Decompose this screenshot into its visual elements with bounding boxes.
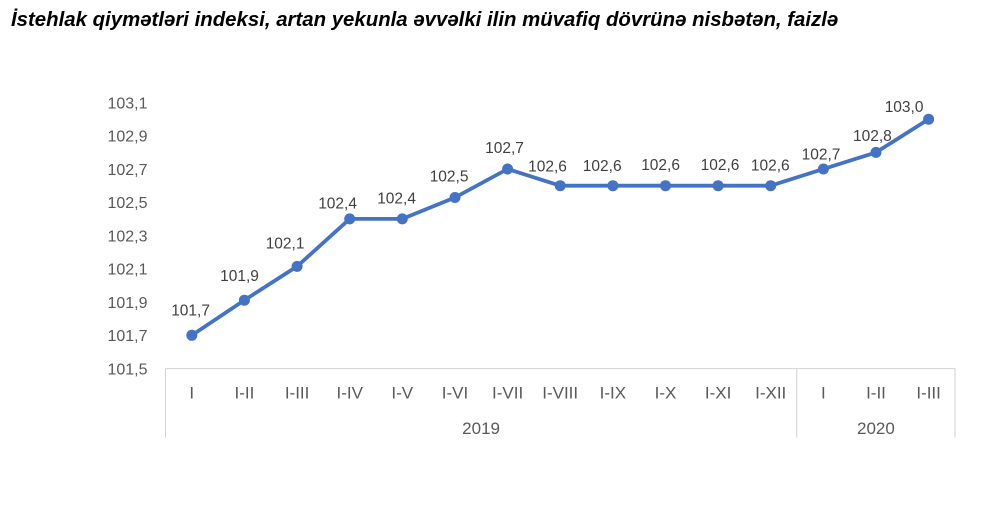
svg-text:2020: 2020	[857, 419, 895, 438]
svg-text:I-IV: I-IV	[336, 384, 363, 403]
svg-text:101,5: 101,5	[107, 361, 147, 378]
svg-text:101,7: 101,7	[107, 328, 147, 345]
svg-text:102,6: 102,6	[528, 159, 567, 176]
svg-text:I-II: I-II	[866, 384, 886, 403]
svg-text:2019: 2019	[462, 419, 500, 438]
svg-text:102,8: 102,8	[853, 128, 892, 145]
svg-text:I-VIII: I-VIII	[542, 384, 578, 403]
svg-text:102,9: 102,9	[107, 129, 147, 146]
svg-text:I-II: I-II	[234, 384, 254, 403]
svg-text:102,7: 102,7	[802, 147, 841, 164]
svg-text:102,5: 102,5	[107, 195, 147, 212]
svg-text:I-XI: I-XI	[705, 384, 731, 403]
svg-text:İstehlak qiymətləri indeksi, a: İstehlak qiymətləri indeksi, artan yekun…	[11, 8, 838, 31]
svg-text:101,9: 101,9	[220, 268, 259, 285]
svg-text:I: I	[821, 384, 826, 403]
svg-text:102,6: 102,6	[701, 157, 740, 174]
svg-text:102,4: 102,4	[318, 196, 357, 213]
svg-text:102,3: 102,3	[107, 228, 147, 245]
svg-text:I-XII: I-XII	[755, 384, 786, 403]
svg-text:101,7: 101,7	[171, 303, 210, 320]
svg-text:I-X: I-X	[655, 384, 677, 403]
svg-text:I-VII: I-VII	[492, 384, 523, 403]
svg-text:102,6: 102,6	[583, 158, 622, 175]
svg-text:I-III: I-III	[285, 384, 310, 403]
svg-text:102,7: 102,7	[485, 140, 524, 157]
svg-text:101,9: 101,9	[107, 295, 147, 312]
svg-text:103,0: 103,0	[885, 99, 924, 116]
svg-text:I-III: I-III	[916, 384, 941, 403]
svg-text:102,6: 102,6	[751, 158, 790, 175]
svg-text:103,1: 103,1	[107, 95, 147, 112]
svg-text:I-VI: I-VI	[442, 384, 468, 403]
svg-text:102,1: 102,1	[107, 262, 147, 279]
svg-text:102,4: 102,4	[377, 190, 416, 207]
svg-text:I-V: I-V	[391, 384, 413, 403]
svg-text:102,5: 102,5	[430, 169, 469, 186]
svg-text:102,7: 102,7	[107, 162, 147, 179]
svg-text:I-IX: I-IX	[600, 384, 626, 403]
svg-text:102,6: 102,6	[641, 157, 680, 174]
svg-text:I: I	[189, 384, 194, 403]
svg-text:102,1: 102,1	[266, 236, 305, 253]
